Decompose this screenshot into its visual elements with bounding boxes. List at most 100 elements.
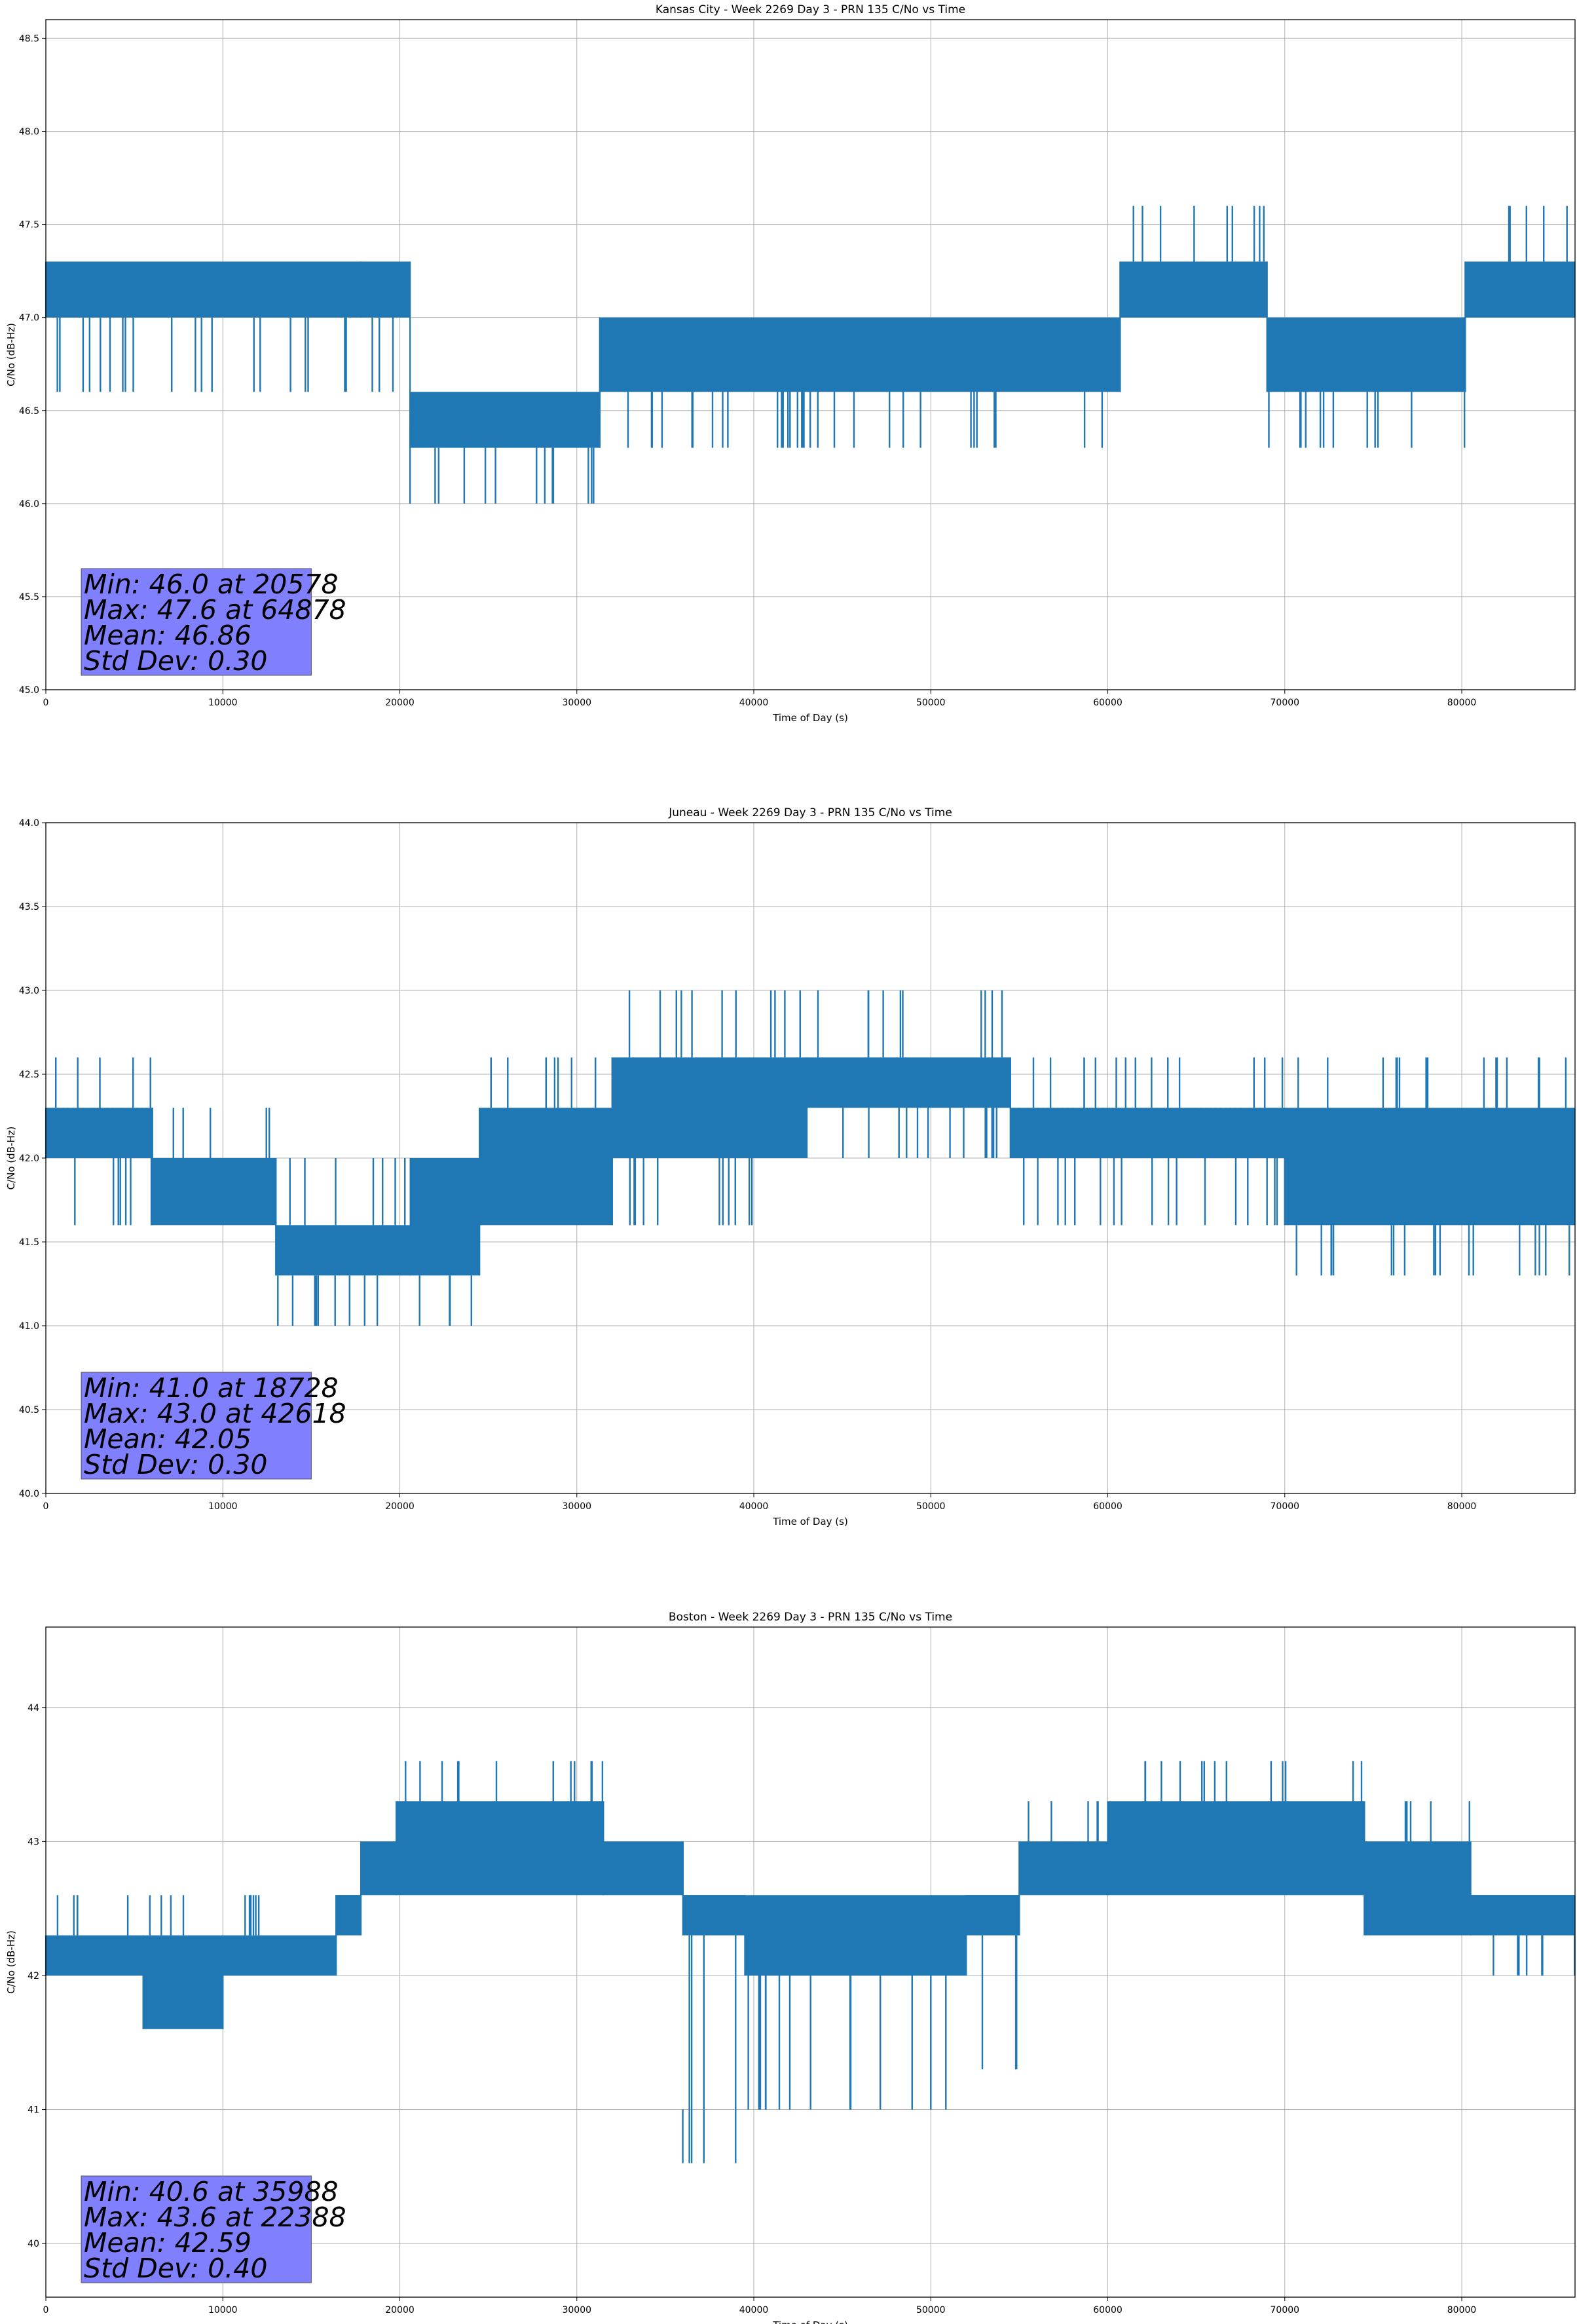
series-spikes-7	[817, 990, 1003, 1158]
y-axis-label: C/No (dB-Hz)	[5, 323, 17, 386]
x-tick-label: 30000	[562, 2305, 591, 2315]
series-segment-7	[1464, 261, 1576, 318]
stats-line: Mean: 42.59	[84, 2227, 251, 2258]
series-spikes-6	[405, 1761, 604, 1801]
stats-line: Max: 47.6 at 64878	[84, 594, 346, 626]
series-segment-8	[1009, 1108, 1286, 1159]
y-tick-label: 41.5	[19, 1237, 39, 1248]
series-segment-5	[360, 1841, 397, 1896]
series-segment-4	[409, 1157, 481, 1276]
x-tick-label: 60000	[1093, 2305, 1122, 2315]
stats-line: Max: 43.0 at 42618	[84, 1398, 346, 1429]
series-spikes-9	[747, 1976, 947, 2110]
x-tick-label: 60000	[1093, 1501, 1122, 1512]
series-segment-1	[45, 261, 362, 318]
series-spikes-13	[1404, 1801, 1470, 1842]
x-tick-label: 70000	[1271, 1501, 1300, 1512]
plot-area	[45, 1626, 1576, 2298]
y-tick-label: 40.0	[19, 1489, 39, 1499]
series-segment-7	[806, 1057, 1011, 1108]
y-tick-label: 46.0	[19, 499, 39, 510]
series-spikes-11	[1028, 1801, 1099, 1842]
series-segment-6	[396, 1801, 604, 1896]
stats-line: Min: 46.0 at 20578	[84, 569, 339, 600]
y-tick-label: 42.5	[19, 1070, 39, 1080]
series-segment-9	[1284, 1108, 1576, 1226]
x-tick-label: 50000	[916, 1501, 946, 1512]
series-segment-3	[222, 1935, 337, 1976]
chart-title: Boston - Week 2269 Day 3 - PRN 135 C/No …	[669, 1611, 952, 1624]
chart-panel-3: 0 10000 20000 30000 40000 50000 60000 70000 8000…	[5, 1611, 1576, 2324]
y-tick-label: 43.5	[19, 902, 39, 912]
x-tick-label: 50000	[916, 2305, 946, 2315]
series-spikes-1	[56, 317, 347, 392]
series-segment-2	[360, 261, 411, 318]
y-tick-label: 46.5	[19, 406, 39, 417]
chart-title: Juneau - Week 2269 Day 3 - PRN 135 C/No …	[668, 806, 952, 819]
series-segment-3	[275, 1225, 411, 1276]
stats-line: Max: 43.6 at 22388	[84, 2202, 346, 2233]
series-spikes-2	[149, 1895, 185, 1936]
series-spikes-6	[1268, 392, 1466, 448]
x-tick-label: 60000	[1093, 698, 1122, 708]
series-segment-3	[409, 392, 601, 448]
x-tick-label: 10000	[208, 1501, 238, 1512]
x-axis-label: Time of Day (s)	[772, 2319, 848, 2324]
series-segment-9	[744, 1895, 967, 1976]
x-tick-label: 70000	[1271, 2305, 1300, 2315]
series-segment-7	[603, 1841, 684, 1896]
y-tick-label: 45.0	[19, 685, 39, 696]
x-tick-label: 10000	[208, 2305, 238, 2315]
series-segment-4	[599, 317, 1121, 392]
stats-line: Min: 40.6 at 35988	[84, 2176, 339, 2207]
series-spikes-1	[56, 1895, 129, 1936]
x-tick-label: 50000	[916, 698, 946, 708]
y-tick-label: 44.0	[19, 818, 39, 829]
series-spikes-3	[434, 447, 595, 504]
y-tick-label: 48.5	[19, 33, 39, 44]
series-segment-10	[965, 1895, 1020, 1936]
y-tick-label: 43	[28, 1837, 39, 1847]
x-tick-label: 20000	[385, 698, 415, 708]
series-spikes-7	[1508, 206, 1568, 262]
series-spikes-5	[1132, 206, 1265, 262]
y-tick-label: 41.0	[19, 1321, 39, 1332]
y-tick-label: 40.5	[19, 1405, 39, 1415]
series-spikes-3	[277, 1158, 406, 1326]
plot-area	[45, 19, 1576, 690]
x-tick-label: 0	[43, 2305, 49, 2315]
stats-line: Min: 41.0 at 18728	[84, 1372, 339, 1404]
y-axis-label: C/No (dB-Hz)	[5, 1930, 17, 1994]
series-segment-2	[151, 1157, 277, 1226]
x-tick-label: 40000	[739, 698, 769, 708]
series-segment-5	[479, 1108, 613, 1226]
y-tick-label: 41	[28, 2105, 39, 2116]
y-tick-label: 48.0	[19, 127, 39, 138]
series-spikes-2	[151, 1108, 270, 1158]
y-tick-label: 42	[28, 1971, 39, 1981]
y-tick-label: 47.5	[19, 220, 39, 231]
x-tick-label: 0	[43, 1501, 49, 1512]
stats-line: Std Dev: 0.40	[84, 2253, 267, 2284]
series-spikes-8	[1023, 1057, 1284, 1226]
stats-line: Std Dev: 0.30	[84, 1449, 267, 1480]
series-spikes-6	[628, 990, 786, 1226]
series-spikes-3	[244, 1895, 260, 1936]
series-spikes-8	[688, 1935, 737, 2164]
series-segment-2	[142, 1935, 224, 2029]
y-tick-label: 47.0	[19, 313, 39, 324]
x-axis-label: Time of Day (s)	[772, 1516, 848, 1527]
series-segment-6	[611, 1057, 807, 1159]
y-tick-label: 44	[28, 1703, 39, 1714]
y-tick-label: 42.0	[19, 1153, 39, 1164]
x-tick-label: 30000	[562, 698, 591, 708]
series-segment-6	[1266, 317, 1466, 392]
chart-title: Kansas City - Week 2269 Day 3 - PRN 135 …	[656, 3, 965, 16]
series-segment-4	[335, 1895, 362, 1936]
chart-panel-1: 0 10000 20000 30000 40000 50000 60000 70000 8000…	[5, 3, 1576, 724]
series-spikes-10	[981, 1935, 1018, 2070]
series-spikes-2	[371, 317, 394, 392]
